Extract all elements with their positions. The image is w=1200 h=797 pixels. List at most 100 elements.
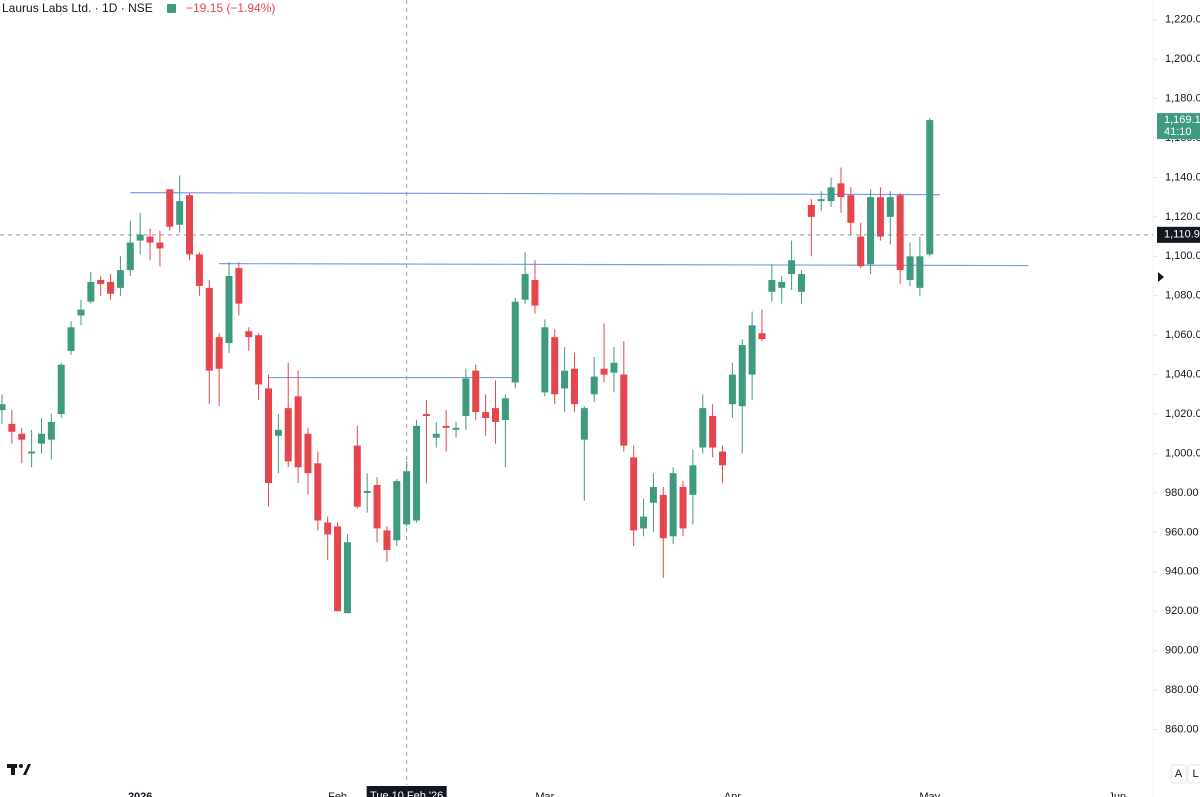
candle-body — [610, 362, 618, 373]
candle-body — [294, 396, 302, 468]
candle-body — [867, 197, 875, 265]
auto-button-label[interactable]: A — [1175, 768, 1183, 780]
candle-body — [235, 268, 243, 304]
candle-body — [28, 451, 36, 454]
y-tick-label: 1,080.0 — [1165, 290, 1200, 302]
candle-body — [916, 256, 924, 288]
candle-body — [669, 473, 677, 537]
candle-body — [738, 345, 746, 407]
candle-body — [886, 197, 894, 217]
log-button-label[interactable]: L — [1192, 768, 1198, 780]
y-tick-label: 1,200.0 — [1165, 53, 1200, 65]
candle-body — [640, 516, 648, 529]
candle-body — [531, 279, 539, 306]
candle-body — [432, 433, 440, 438]
candle-body — [47, 421, 55, 440]
candle-body — [37, 433, 45, 444]
candle-body — [274, 429, 282, 436]
candle-body — [363, 490, 371, 493]
crosshair-price-tag — [1157, 226, 1200, 243]
candle-body — [580, 408, 588, 440]
candle-body — [195, 254, 203, 286]
candle-body — [422, 414, 430, 417]
auto-button[interactable] — [1170, 764, 1187, 784]
candle-body — [205, 287, 213, 371]
candle-body — [699, 408, 707, 448]
crosshair-date-label: Tue 10 Feb '26 — [370, 790, 443, 797]
candle-body — [926, 120, 934, 255]
symbol-title: Laurus Labs Ltd. · 1D · NSE — [2, 1, 153, 15]
candle-body — [146, 236, 154, 243]
candle-body — [472, 370, 480, 413]
last-price-tag — [1157, 113, 1200, 140]
candle-body — [77, 309, 85, 316]
candle-body — [136, 234, 144, 241]
candle-body — [600, 368, 608, 375]
candle-body — [492, 408, 499, 422]
candle-body — [709, 416, 717, 448]
y-tick-label: 880.00 — [1165, 684, 1199, 696]
candle-body — [57, 364, 65, 415]
candle-body — [827, 187, 835, 202]
candle-body — [334, 526, 342, 612]
candle-body — [719, 451, 727, 466]
candle-body — [373, 485, 381, 529]
candle-body — [314, 463, 322, 521]
candle-body — [778, 281, 786, 288]
candle-body — [413, 425, 421, 521]
candle-body — [403, 471, 411, 525]
y-tick-label: 980.00 — [1165, 487, 1199, 499]
candle-body — [97, 279, 105, 284]
candle-body — [797, 274, 805, 292]
candle-body — [788, 260, 796, 275]
candle-body — [541, 327, 549, 393]
x-tick-label: 2026 — [128, 791, 152, 797]
scroll-marker[interactable] — [1158, 272, 1164, 282]
x-tick-label: May — [919, 791, 940, 797]
candle-body — [649, 486, 657, 503]
candle-body — [807, 205, 815, 217]
crosshair-price-label: 1,110.9 — [1164, 229, 1200, 241]
flag-icon[interactable] — [167, 4, 176, 13]
x-tick-label: Feb — [328, 791, 347, 797]
log-button[interactable] — [1187, 764, 1200, 784]
y-tick-label: 1,100.0 — [1165, 250, 1200, 262]
trend-line — [219, 263, 1029, 267]
price-change: −19.15 (−1.94%) — [186, 1, 275, 15]
tradingview-logo[interactable] — [7, 764, 31, 775]
candle-body — [87, 281, 95, 302]
y-tick-label: 1,120.0 — [1165, 211, 1200, 223]
candle-body — [452, 427, 460, 430]
candle-body — [156, 242, 164, 249]
candle-body — [630, 457, 638, 531]
x-tick-label: Apr — [724, 791, 741, 797]
y-tick-label: 1,220.0 — [1165, 14, 1200, 26]
candle-body — [482, 412, 490, 418]
candle-body — [255, 335, 263, 385]
x-tick-label: Mar — [535, 791, 554, 797]
y-tick-label: 1,180.0 — [1165, 92, 1200, 104]
y-tick-label: 920.00 — [1165, 605, 1199, 617]
candle-body — [186, 195, 194, 255]
candle-body — [284, 408, 292, 462]
candle-body — [304, 433, 312, 474]
countdown-label: 41:10 — [1164, 126, 1192, 138]
candle-body — [906, 256, 914, 280]
candle-body — [353, 445, 361, 507]
candle-body — [590, 376, 598, 395]
candle-body — [570, 368, 578, 405]
candle-body — [511, 301, 519, 383]
candle-body — [18, 433, 26, 440]
y-tick-label: 940.00 — [1165, 566, 1199, 578]
candle-body — [176, 201, 184, 225]
y-tick-label: 860.00 — [1165, 723, 1199, 735]
candle-body — [116, 270, 124, 288]
candle-body — [896, 195, 904, 271]
candle-body — [324, 522, 332, 535]
candle-body — [659, 494, 667, 539]
candle-body — [817, 199, 825, 202]
candle-body — [689, 465, 697, 495]
